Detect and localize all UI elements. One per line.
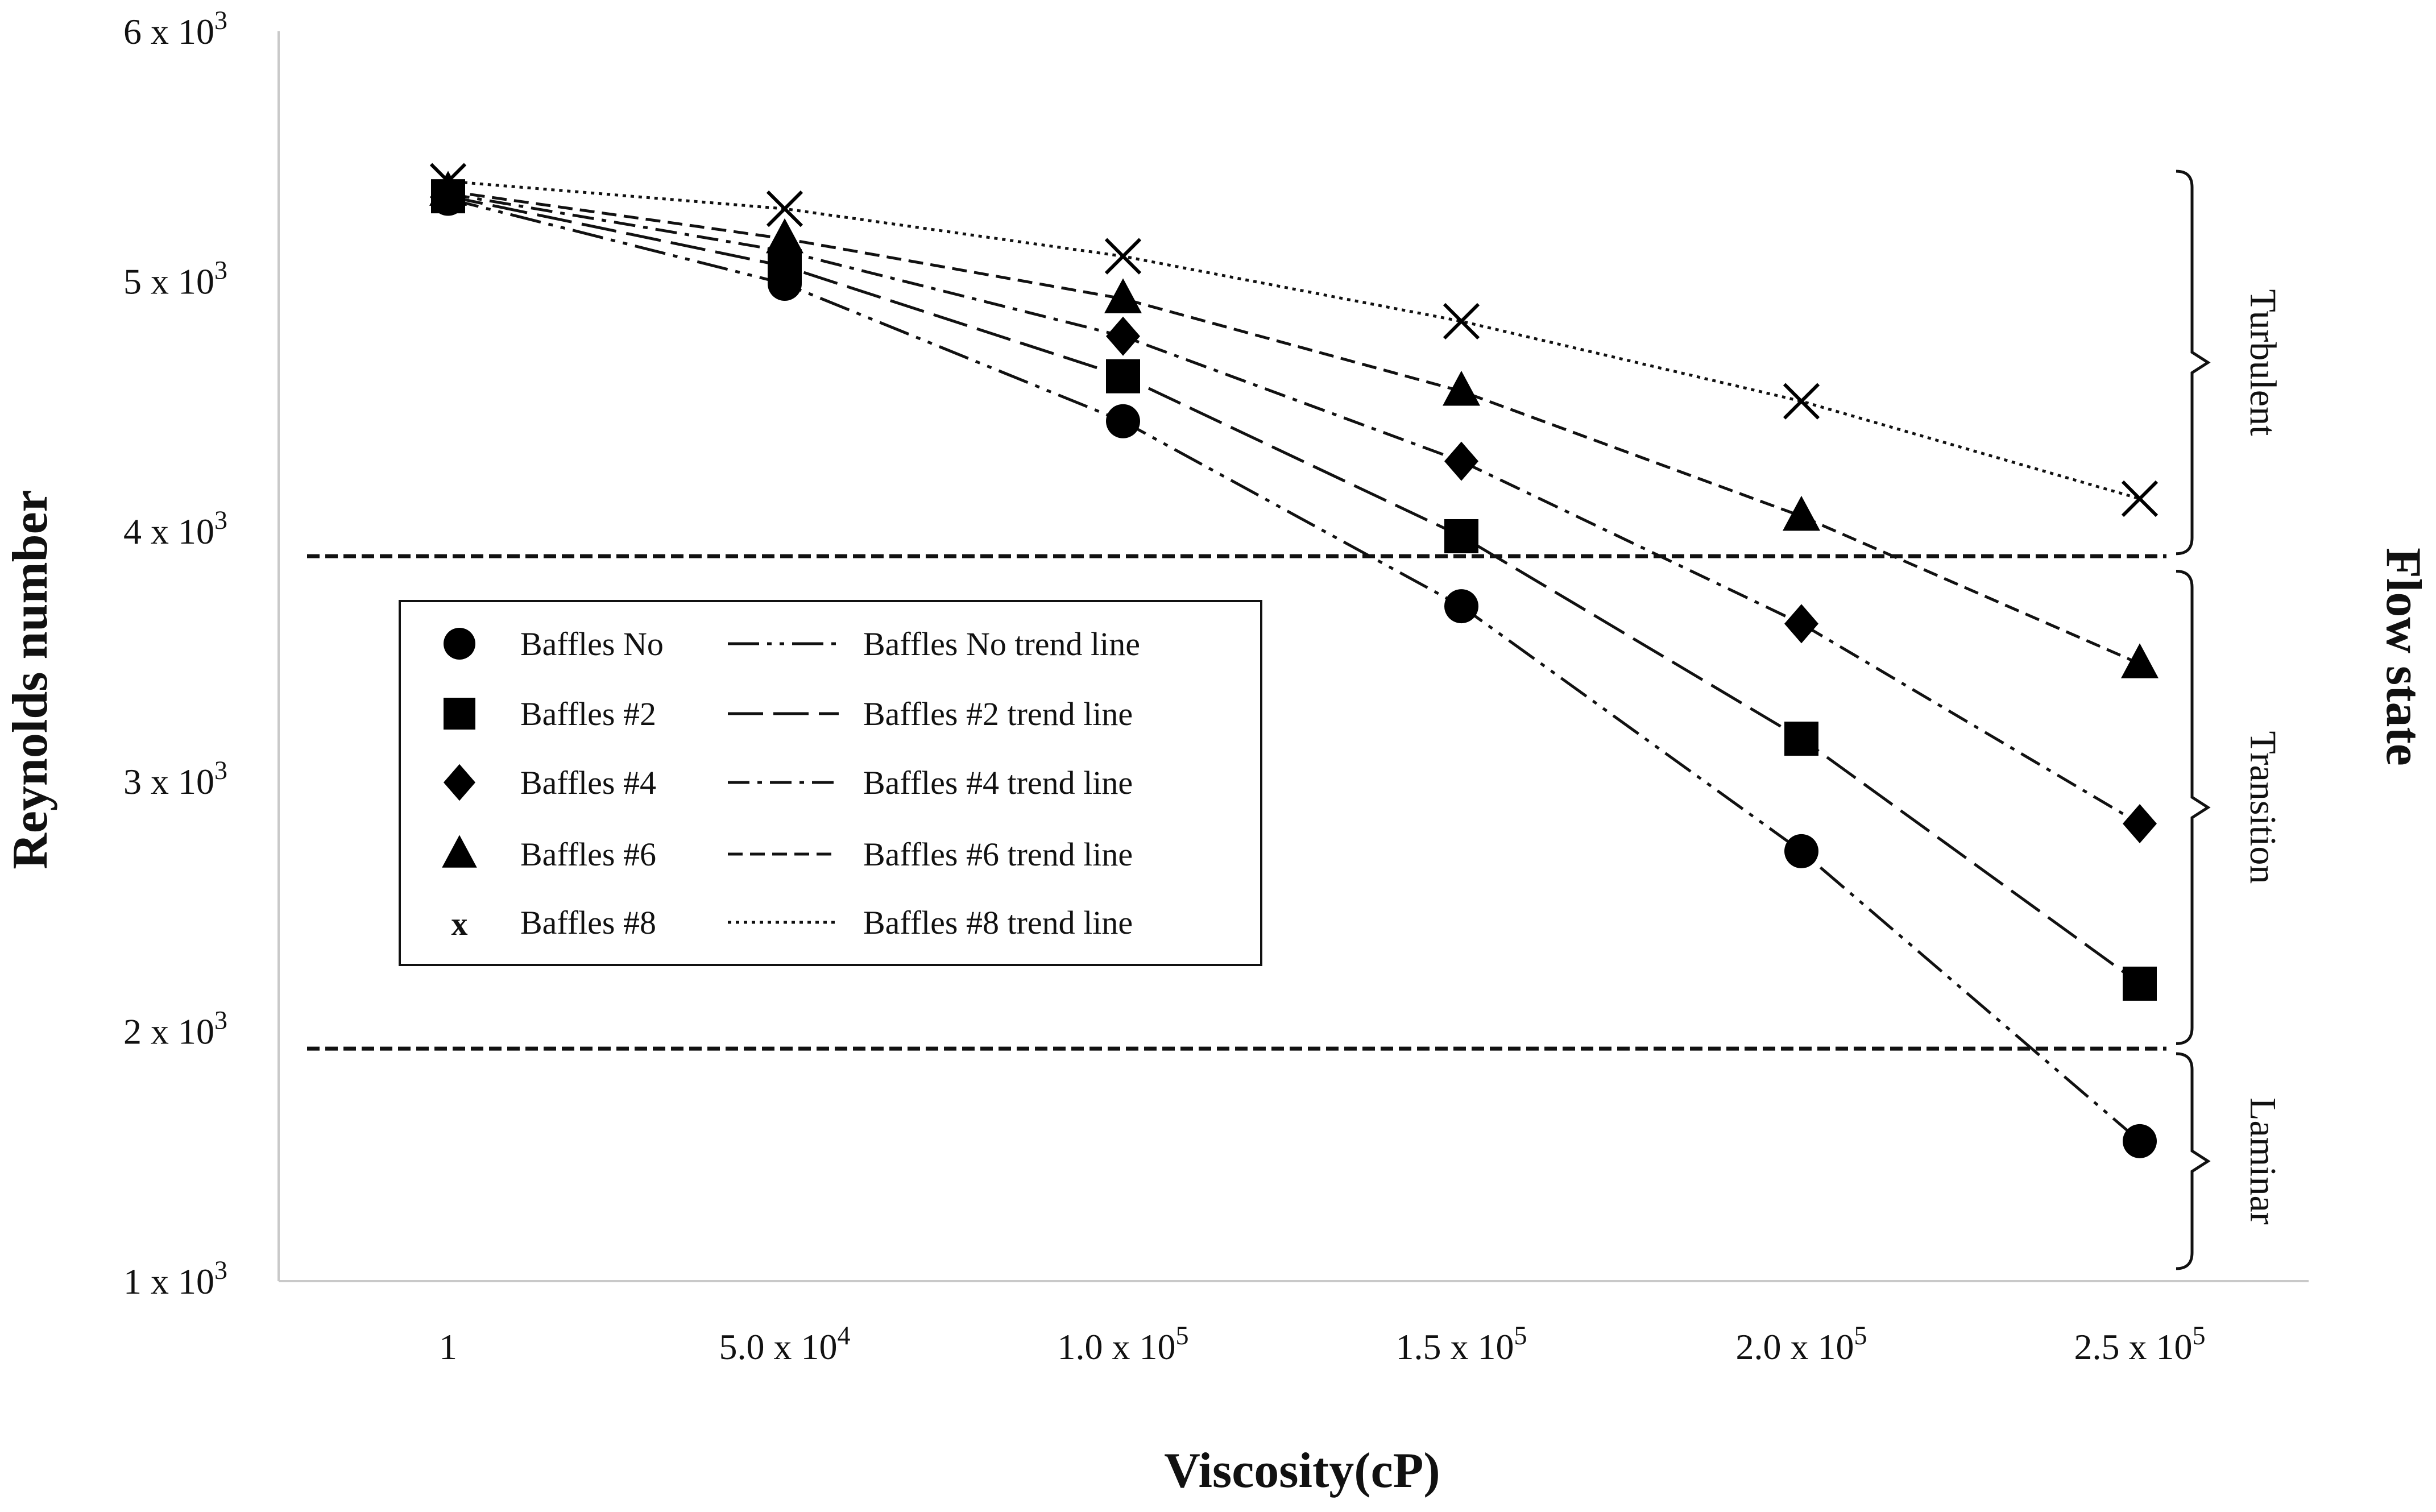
legend-label: Baffles #2 [520,695,656,732]
data-point-circle [1784,834,1818,868]
trend-line-baffles-2 [448,194,2141,985]
data-point-x-stroke [429,163,467,200]
data-point-triangle [766,218,803,254]
data-point-x-stroke [2121,480,2159,517]
data-point-square [2123,966,2157,1001]
data-point-x-stroke [1783,383,1820,420]
data-markers-group [429,163,2159,1158]
data-point-diamond [1784,604,1818,644]
flow-state-label: Transition [2242,731,2284,884]
legend-box [399,600,1262,966]
data-point-x [1443,303,1480,340]
data-point-triangle [429,171,467,206]
trend-lines-group [448,180,2141,1142]
y-tick-label: 2 x 103 [123,1005,227,1051]
legend-trend-label: Baffles #6 trend line [863,836,1133,873]
flow-state-label: Turbulent [2242,289,2284,436]
flow-state-brackets-group: Turbulent Transition Laminar [2176,169,2284,1270]
legend-label: Baffles No [520,625,664,662]
x-tick-label: 1.0 x 105 [1057,1321,1188,1367]
x-tick-label: 1.5 x 105 [1395,1321,1527,1367]
tick-labels-group: 1 x 103 2 x 103 3 x 103 4 x 103 5 x 103 6 x 1… [123,6,2206,1367]
legend: Baffles No Baffles No trend line Baffles #… [399,600,1262,966]
axes-group [277,31,2309,1282]
data-point-circle [2123,1124,2157,1158]
data-point-diamond [2123,804,2157,844]
legend-symbol-square [444,698,475,730]
trend-line-baffles-8 [448,180,2140,500]
y-tick-label: 4 x 103 [123,506,227,552]
data-point-x-stroke [1104,238,1142,275]
legend-trend-label: Baffles #2 trend line [863,695,1133,732]
legend-symbol-x: x [451,905,468,942]
data-point-x [429,163,467,200]
x-tick-label: 2.5 x 105 [2074,1321,2205,1367]
data-point-circle [1106,404,1140,438]
data-point-triangle [1104,278,1142,313]
flow-state-bracket [2176,1052,2211,1270]
data-point-diamond [1444,441,1478,481]
legend-label: Baffles #8 [520,904,656,941]
data-point-x [2121,480,2159,517]
y-tick-label: 1 x 103 [123,1256,227,1302]
legend-trend-label: Baffles #4 trend line [863,764,1133,801]
flow-state-bracket [2176,570,2211,1045]
data-point-x [766,190,803,227]
legend-trend-label: Baffles No trend line [863,625,1140,662]
legend-symbol-diamond [444,764,475,801]
x-tick-label: 5.0 x 104 [719,1321,850,1367]
data-point-triangle [1783,495,1820,531]
x-tick-label: 2.0 x 105 [1735,1321,1867,1367]
data-point-triangle [2121,643,2159,678]
flow-state-bracket [2176,169,2211,556]
flow-state-title: Flow state [2376,548,2431,766]
data-point-circle [1444,589,1478,624]
y-tick-label: 6 x 103 [123,6,227,52]
legend-label: Baffles #6 [520,836,656,873]
data-point-diamond [1106,316,1140,356]
data-point-triangle [1443,371,1480,406]
y-axis-title: Reynolds number [3,490,58,869]
data-point-square [1444,519,1478,553]
threshold-lines-group [307,554,2166,1051]
legend-symbol-triangle [442,835,477,868]
data-point-x-stroke [766,190,803,227]
data-point-x [1104,238,1142,275]
y-tick-label: 3 x 103 [123,756,227,802]
flow-state-label: Laminar [2242,1097,2284,1225]
x-tick-label: 1 [439,1327,457,1367]
trend-line-baffles-4 [448,192,2141,825]
trend-line-baffles-no [448,197,2141,1142]
legend-trend-label: Baffles #8 trend line [863,904,1133,941]
y-tick-label: 5 x 103 [123,256,227,302]
legend-symbol-circle [444,628,475,660]
data-point-x-stroke [1443,303,1480,340]
data-point-square [1784,722,1818,756]
data-point-square [1106,359,1140,393]
x-axis-title: Viscosity(cP) [1164,1443,1440,1498]
legend-label: Baffles #4 [520,764,656,801]
data-point-x [1783,383,1820,420]
